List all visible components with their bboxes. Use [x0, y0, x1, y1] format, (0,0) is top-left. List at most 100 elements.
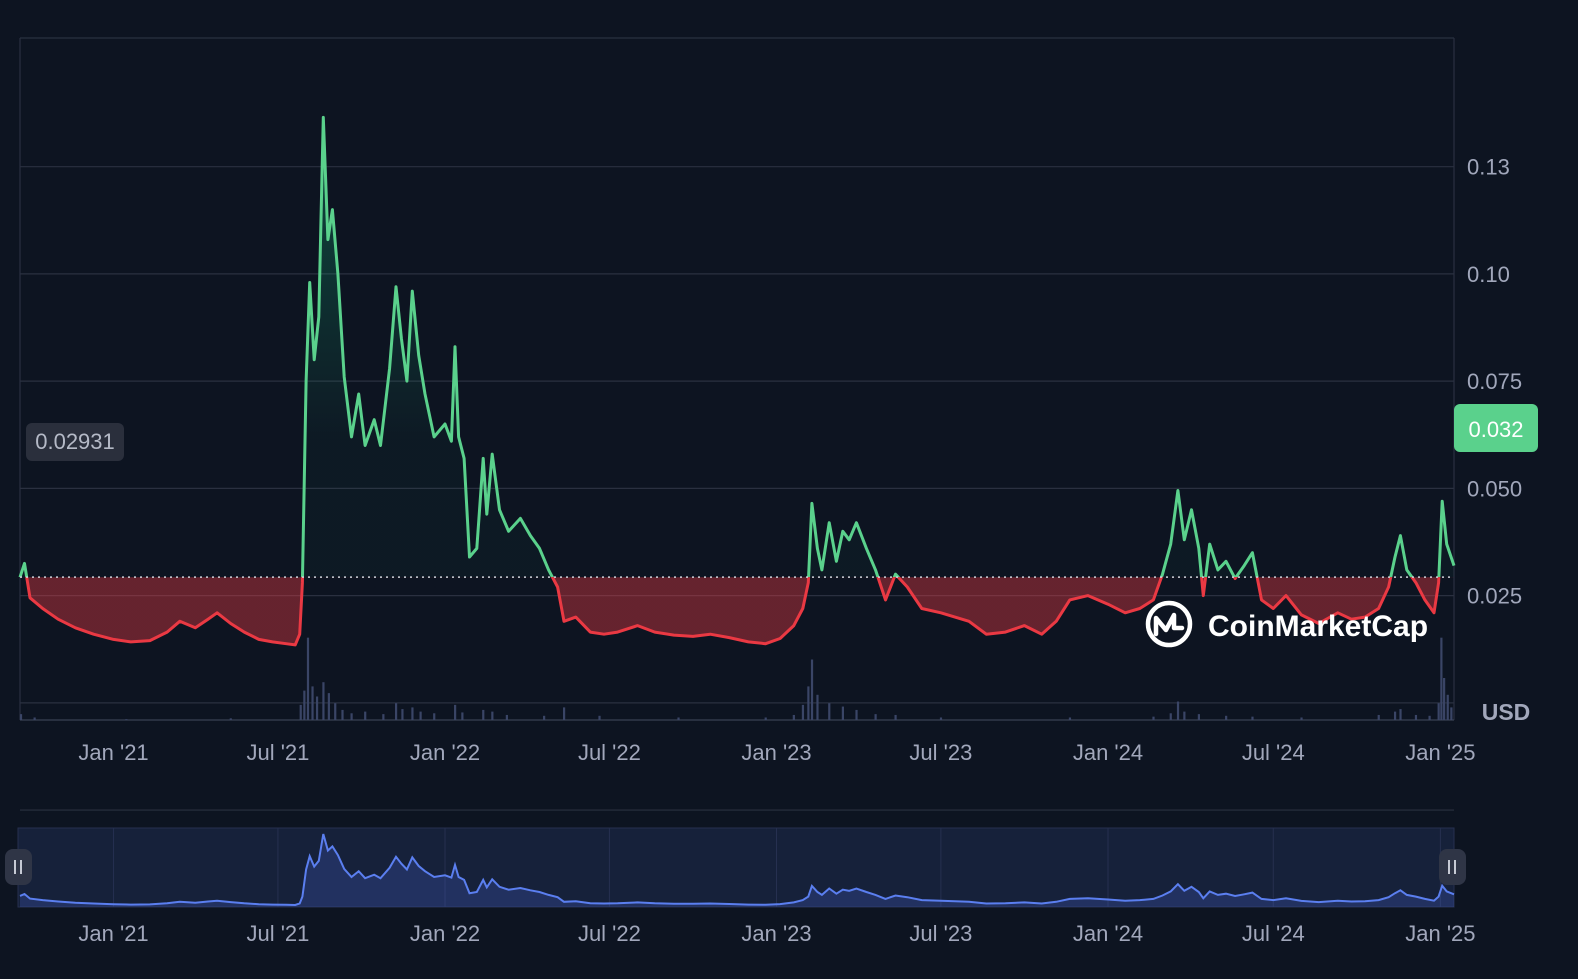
- volume-bar: [1450, 707, 1453, 720]
- volume-bar: [841, 706, 845, 720]
- current-price-label: 0.032: [1468, 417, 1523, 442]
- navigator-x-tick-label: Jul '24: [1242, 921, 1305, 946]
- x-tick-label: Jan '24: [1073, 740, 1143, 765]
- volume-bar: [828, 703, 831, 720]
- x-tick-label: Jul '24: [1242, 740, 1305, 765]
- volume-bar: [1197, 714, 1201, 720]
- price-line-down: [19, 577, 1441, 647]
- navigator-x-tick-label: Jul '22: [578, 921, 641, 946]
- y-tick-label: 0.050: [1467, 476, 1522, 501]
- volume-bar: [807, 686, 810, 720]
- navigator-x-tick-label: Jan '24: [1073, 921, 1143, 946]
- volume-bar: [334, 703, 337, 720]
- volume-bar: [311, 686, 314, 720]
- x-tick-label: Jul '22: [578, 740, 641, 765]
- volume-bar: [505, 714, 508, 720]
- volume-bar: [1414, 714, 1418, 720]
- navigator-x-tick-label: Jan '23: [741, 921, 811, 946]
- volume-bar: [322, 682, 325, 720]
- volume-bar: [394, 703, 398, 720]
- x-tick-label: Jan '21: [78, 740, 148, 765]
- y-tick-label: 0.025: [1467, 584, 1522, 609]
- navigator-x-axis-ticks: Jan '21 Jul '21 Jan '22 Jul '22 Jan '23 Jul '…: [78, 921, 1475, 946]
- volume-bar: [816, 694, 819, 720]
- handle-right-bg[interactable]: [1439, 849, 1466, 885]
- navigator-handle-right[interactable]: [1439, 849, 1466, 885]
- volume-bars: [19, 637, 1453, 720]
- volume-bar: [315, 696, 319, 720]
- volume-bar: [125, 719, 128, 720]
- navigator-x-tick-label: Jan '21: [78, 921, 148, 946]
- current-price-bg: [1454, 404, 1538, 452]
- volume-bar: [411, 707, 414, 720]
- current-price-tag: 0.032: [1454, 404, 1538, 452]
- volume-bar: [327, 693, 330, 720]
- volume-bar: [350, 713, 353, 720]
- brand-icon-mark: [1153, 612, 1185, 637]
- volume-bar: [894, 714, 897, 720]
- volume-bar: [1183, 711, 1186, 720]
- brand-icon: [1145, 600, 1193, 648]
- y-tick-label: 0.10: [1467, 262, 1510, 287]
- navigator-area: [20, 834, 1454, 907]
- volume-bar: [1152, 716, 1155, 720]
- volume-bar: [1437, 703, 1440, 720]
- volume-bar: [1169, 713, 1172, 720]
- price-line: [18, 115, 1456, 647]
- volume-bar: [454, 704, 457, 720]
- x-tick-label: Jan '23: [741, 740, 811, 765]
- volume-bar: [1068, 717, 1072, 720]
- volume-bar: [419, 711, 422, 720]
- volume-bar: [341, 709, 344, 720]
- volume-bar: [874, 714, 877, 720]
- volume-bar: [306, 637, 310, 720]
- y-tick-label: 0.075: [1467, 369, 1522, 394]
- volume-bar: [19, 714, 23, 720]
- volume-bar: [1176, 701, 1180, 720]
- navigator-x-tick-label: Jul '21: [246, 921, 309, 946]
- volume-bar: [1399, 709, 1402, 720]
- volume-bar: [229, 718, 232, 720]
- volume-bar: [801, 704, 805, 720]
- volume-bar: [598, 715, 601, 720]
- volume-bar: [562, 707, 566, 720]
- navigator-x-tick-label: Jan '22: [410, 921, 480, 946]
- volume-bar: [433, 713, 436, 720]
- volume-bar: [1440, 637, 1443, 720]
- volume-bar: [1446, 694, 1449, 720]
- coinmarketcap-logo: CoinMarketCap: [1145, 600, 1428, 648]
- volume-bar: [382, 714, 385, 720]
- volume-bar: [543, 715, 546, 720]
- price-area: [20, 117, 1454, 645]
- x-tick-label: Jan '25: [1405, 740, 1475, 765]
- volume-bar: [1443, 678, 1446, 720]
- navigator-line: [19, 833, 1455, 907]
- volume-bar: [1393, 711, 1397, 720]
- volume-bar: [1428, 715, 1431, 720]
- volume-bar: [33, 717, 36, 720]
- x-tick-label: Jul '21: [246, 740, 309, 765]
- volume-bar: [855, 709, 858, 720]
- volume-bar: [1377, 714, 1380, 720]
- volume-bar: [299, 704, 302, 720]
- volume-bar: [482, 709, 485, 720]
- brand-name: CoinMarketCap: [1208, 610, 1428, 643]
- price-area-below: [20, 577, 1439, 645]
- volume-bar: [792, 714, 795, 720]
- navigator-handle-left[interactable]: [5, 849, 32, 885]
- x-axis-ticks: Jan '21 Jul '21 Jan '22 Jul '22 Jan '23 Jul '…: [78, 740, 1475, 765]
- volume-bar: [764, 717, 767, 720]
- volume-bar: [303, 690, 306, 720]
- handle-left-bg[interactable]: [5, 849, 32, 885]
- y-axis-ticks: 0.13 0.10 0.075 0.050 0.025: [1467, 155, 1522, 609]
- baseline-tag-bg: [26, 423, 124, 461]
- currency-label: USD: [1482, 699, 1531, 725]
- x-tick-label: Jul '23: [909, 740, 972, 765]
- volume-bar: [810, 659, 814, 720]
- volume-bar: [939, 717, 943, 720]
- volume-bar: [461, 712, 464, 720]
- volume-bar: [1300, 717, 1303, 720]
- range-navigator[interactable]: [5, 827, 1466, 908]
